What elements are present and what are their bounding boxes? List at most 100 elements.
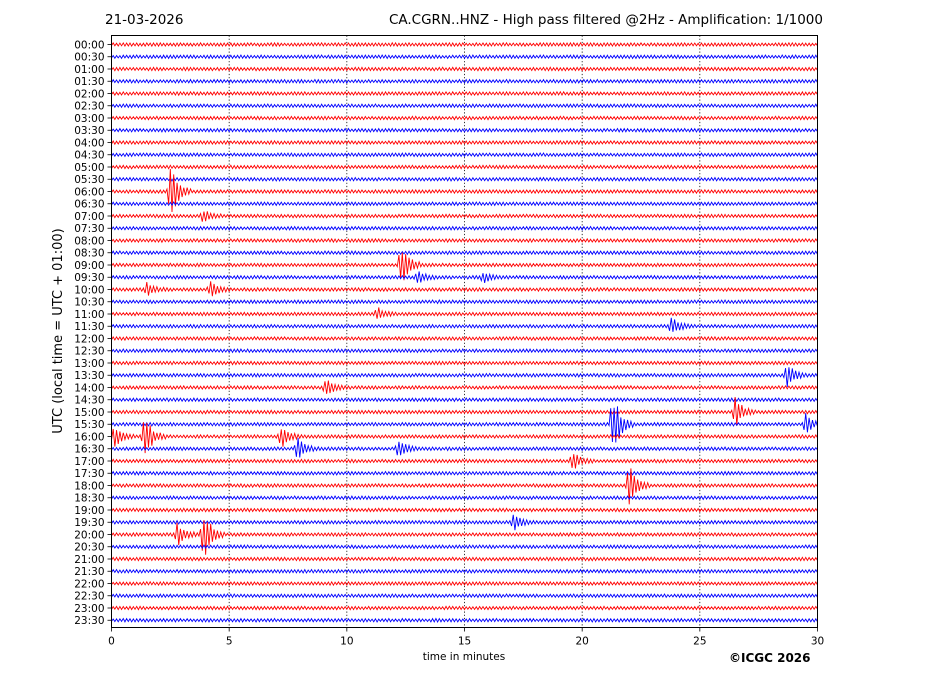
trace-row-1200 <box>111 335 818 342</box>
y-tick-label: 09:00 <box>74 260 104 272</box>
y-tick-label: 01:00 <box>74 64 104 76</box>
trace-row-1600 <box>111 422 818 454</box>
y-tick-label: 01:30 <box>74 76 104 88</box>
y-tick-label: 10:00 <box>74 284 104 296</box>
y-tick-label: 21:30 <box>74 566 104 578</box>
trace-row-1230 <box>111 348 818 354</box>
y-tick-label: 14:30 <box>74 395 104 407</box>
y-tick-label: 20:00 <box>74 529 104 541</box>
x-axis-label: time in minutes <box>423 651 505 663</box>
x-tick-label: 25 <box>693 636 706 648</box>
trace-row-0300 <box>111 115 818 121</box>
trace-row-1500 <box>111 397 818 426</box>
y-axis-ticks: 00:0000:3001:0001:3002:0002:3003:0003:30… <box>74 39 112 627</box>
trace-row-1300 <box>111 360 818 366</box>
y-tick-label: 11:30 <box>74 321 104 333</box>
trace-row-1700 <box>111 454 818 469</box>
y-tick-label: 11:00 <box>74 309 104 321</box>
y-tick-label: 03:00 <box>74 113 104 125</box>
y-tick-label: 07:00 <box>74 211 104 223</box>
trace-row-2200 <box>111 580 818 587</box>
trace-row-0800 <box>111 237 818 244</box>
trace-row-0400 <box>111 139 818 146</box>
y-tick-label: 06:30 <box>74 199 104 211</box>
trace-row-0430 <box>111 152 818 158</box>
y-tick-label: 00:30 <box>74 52 104 64</box>
trace-row-1530 <box>111 406 818 443</box>
trace-row-2100 <box>111 556 818 562</box>
trace-row-0030 <box>111 54 818 60</box>
y-axis-label: UTC (local time = UTC + 01:00) <box>51 228 66 433</box>
trace-row-0000 <box>111 41 818 48</box>
trace-row-2030 <box>111 544 818 550</box>
y-tick-label: 02:30 <box>74 101 104 113</box>
y-tick-label: 14:00 <box>74 382 104 394</box>
header-title: CA.CGRN..HNZ - High pass filtered @2Hz -… <box>388 12 823 28</box>
y-tick-label: 19:00 <box>74 505 104 517</box>
trace-row-1830 <box>111 495 818 501</box>
y-tick-label: 23:00 <box>74 603 104 615</box>
y-tick-label: 16:30 <box>74 444 104 456</box>
trace-row-0900 <box>111 252 818 281</box>
trace-group <box>111 41 818 623</box>
y-tick-label: 02:00 <box>74 88 104 100</box>
trace-row-0630 <box>111 201 818 207</box>
y-tick-label: 00:00 <box>74 39 104 51</box>
trace-row-0830 <box>111 250 818 256</box>
x-tick-label: 30 <box>811 636 824 648</box>
y-tick-label: 12:30 <box>74 346 104 358</box>
y-tick-label: 23:30 <box>74 615 104 627</box>
trace-row-1030 <box>111 299 818 305</box>
trace-row-0200 <box>111 90 818 97</box>
trace-row-0700 <box>111 211 818 222</box>
trace-row-0600 <box>111 168 818 213</box>
y-tick-label: 06:00 <box>74 186 104 198</box>
x-axis-ticks: 0 5 10 15 20 25 30 <box>108 627 824 648</box>
y-tick-label: 19:30 <box>74 517 104 529</box>
trace-row-2000 <box>111 520 818 555</box>
trace-row-1630 <box>111 437 818 458</box>
y-tick-label: 04:30 <box>74 150 104 162</box>
trace-row-0530 <box>111 176 818 182</box>
y-tick-label: 08:00 <box>74 235 104 247</box>
y-tick-label: 15:30 <box>74 419 104 431</box>
trace-row-0230 <box>111 103 818 109</box>
y-tick-label: 16:00 <box>74 431 104 443</box>
header-date: 21-03-2026 <box>105 12 184 28</box>
trace-row-0330 <box>111 127 818 133</box>
trace-row-1130 <box>111 317 818 332</box>
y-tick-label: 22:00 <box>74 578 104 590</box>
y-tick-label: 18:30 <box>74 493 104 505</box>
y-tick-label: 08:30 <box>74 248 104 260</box>
y-tick-label: 18:00 <box>74 480 104 492</box>
y-tick-label: 03:30 <box>74 125 104 137</box>
x-tick-label: 0 <box>108 636 115 648</box>
y-tick-label: 20:30 <box>74 542 104 554</box>
grid-lines <box>228 35 701 628</box>
y-tick-label: 17:00 <box>74 456 104 468</box>
y-tick-label: 05:00 <box>74 162 104 174</box>
trace-row-1800 <box>111 468 818 505</box>
y-tick-label: 22:30 <box>74 591 104 603</box>
y-tick-label: 12:00 <box>74 333 104 345</box>
trace-row-0500 <box>111 164 818 170</box>
y-tick-label: 07:30 <box>74 223 104 235</box>
y-tick-label: 17:30 <box>74 468 104 480</box>
y-tick-label: 04:00 <box>74 137 104 149</box>
trace-row-1330 <box>111 367 818 387</box>
x-tick-label: 5 <box>226 636 233 648</box>
trace-row-2300 <box>111 605 818 611</box>
y-tick-label: 09:30 <box>74 272 104 284</box>
y-tick-label: 13:00 <box>74 358 104 370</box>
trace-row-2130 <box>111 568 818 574</box>
trace-row-0100 <box>111 66 818 72</box>
x-tick-label: 15 <box>458 636 471 648</box>
x-tick-label: 10 <box>340 636 353 648</box>
trace-row-1430 <box>111 397 818 403</box>
copyright-label: ©ICGC 2026 <box>729 651 811 665</box>
y-tick-label: 15:00 <box>74 407 104 419</box>
trace-row-1930 <box>111 514 818 531</box>
trace-row-1900 <box>111 507 818 513</box>
trace-row-1730 <box>111 470 818 476</box>
